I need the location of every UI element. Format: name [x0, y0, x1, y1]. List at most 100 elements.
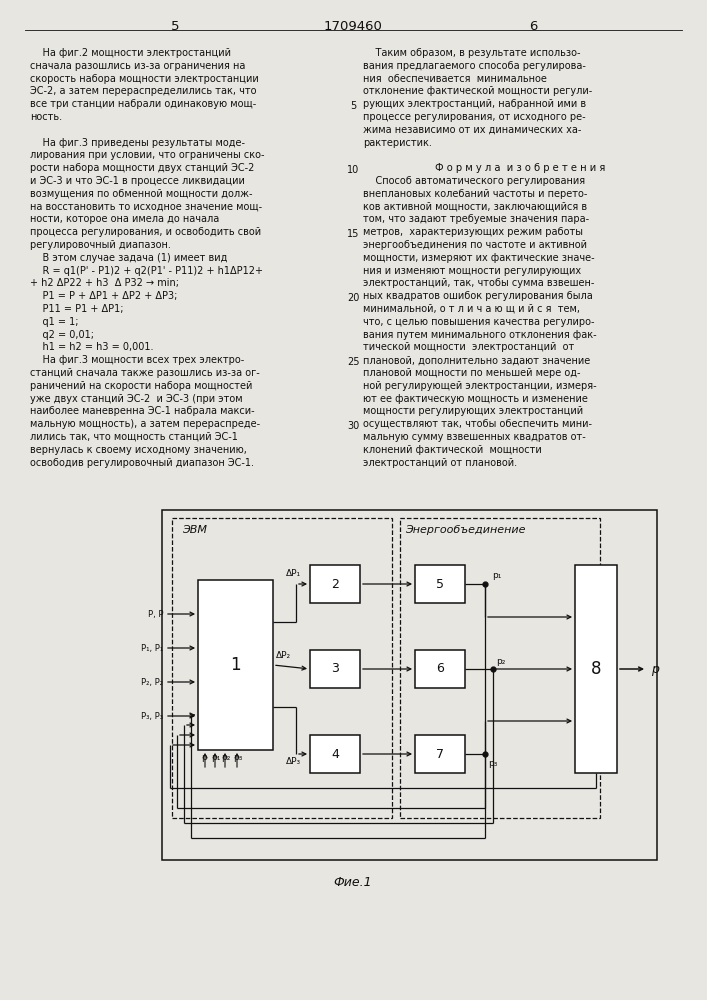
Text: 4: 4	[331, 748, 339, 760]
Text: Способ автоматического регулирования: Способ автоматического регулирования	[363, 176, 585, 186]
Bar	[172, 518, 392, 818]
Text: Энергообъединение: Энергообъединение	[405, 525, 525, 535]
Text: скорость набора мощности электростанции: скорость набора мощности электростанции	[30, 74, 259, 84]
Bar	[400, 518, 600, 818]
Bar	[310, 735, 360, 773]
Text: P̄₂, P₂: P̄₂, P₂	[141, 678, 163, 686]
Text: 15: 15	[347, 229, 359, 239]
Text: лились так, что мощность станций ЭС-1: лились так, что мощность станций ЭС-1	[30, 432, 238, 442]
Text: жима независимо от их динамических ха-: жима независимо от их динамических ха-	[363, 125, 581, 135]
Text: P̄₃, P₃: P̄₃, P₃	[141, 712, 163, 720]
Text: том, что задают требуемые значения пара-: том, что задают требуемые значения пара-	[363, 214, 589, 224]
Text: мальную мощность), а затем перераспреде-: мальную мощность), а затем перераспреде-	[30, 419, 260, 429]
Text: мощности, измеряют их фактические значе-: мощности, измеряют их фактические значе-	[363, 253, 595, 263]
Text: 6: 6	[529, 20, 537, 33]
Text: 3: 3	[331, 662, 339, 676]
Text: клонений фактической  мощности: клонений фактической мощности	[363, 445, 542, 455]
Text: все три станции набрали одинаковую мощ-: все три станции набрали одинаковую мощ-	[30, 99, 256, 109]
Text: вернулась к своему исходному значению,: вернулась к своему исходному значению,	[30, 445, 247, 455]
Text: p₃: p₃	[233, 754, 243, 762]
Text: 1: 1	[230, 656, 240, 674]
Text: минимальной, о т л и ч а ю щ и й с я  тем,: минимальной, о т л и ч а ю щ и й с я тем…	[363, 304, 580, 314]
Text: P11 = P1 + ΔP1;: P11 = P1 + ΔP1;	[30, 304, 124, 314]
Text: плановой, дополнительно задают значение: плановой, дополнительно задают значение	[363, 355, 590, 365]
Text: уже двух станций ЭС-2  и ЭС-3 (при этом: уже двух станций ЭС-2 и ЭС-3 (при этом	[30, 394, 243, 404]
Text: 30: 30	[347, 421, 359, 431]
Text: p: p	[651, 662, 659, 676]
Text: вания предлагаемого способа регулирова-: вания предлагаемого способа регулирова-	[363, 61, 586, 71]
Text: на восстановить то исходное значение мощ-: на восстановить то исходное значение мощ…	[30, 202, 262, 212]
Text: ΔP₃: ΔP₃	[286, 758, 300, 766]
Text: p: p	[201, 754, 206, 762]
Text: сначала разошлись из-за ограничения на: сначала разошлись из-за ограничения на	[30, 61, 245, 71]
Text: лирования при условии, что ограничены ско-: лирования при условии, что ограничены ск…	[30, 150, 264, 160]
Text: q2 = 0,01;: q2 = 0,01;	[30, 330, 94, 340]
Text: электростанций, так, чтобы сумма взвешен-: электростанций, так, чтобы сумма взвешен…	[363, 278, 595, 288]
Bar	[415, 565, 465, 603]
Text: метров,  характеризующих режим работы: метров, характеризующих режим работы	[363, 227, 583, 237]
Text: p₁: p₁	[211, 754, 221, 762]
Text: энергообъединения по частоте и активной: энергообъединения по частоте и активной	[363, 240, 587, 250]
Text: рости набора мощности двух станций ЭС-2: рости набора мощности двух станций ЭС-2	[30, 163, 255, 173]
Text: ния и изменяют мощности регулирующих: ния и изменяют мощности регулирующих	[363, 266, 581, 276]
Text: p₂: p₂	[221, 754, 230, 762]
Text: На фиг.3 мощности всех трех электро-: На фиг.3 мощности всех трех электро-	[30, 355, 244, 365]
Text: p₁: p₁	[492, 572, 502, 580]
Text: Таким образом, в результате использо-: Таким образом, в результате использо-	[363, 48, 580, 58]
Text: 1709460: 1709460	[324, 20, 382, 33]
Text: что, с целью повышения качества регулиро-: что, с целью повышения качества регулиро…	[363, 317, 595, 327]
Text: ных квадратов ошибок регулирования была: ных квадратов ошибок регулирования была	[363, 291, 592, 301]
Text: 5: 5	[436, 578, 444, 590]
Text: мальную сумму взвешенных квадратов от-: мальную сумму взвешенных квадратов от-	[363, 432, 586, 442]
Text: отклонение фактической мощности регули-: отклонение фактической мощности регули-	[363, 86, 592, 96]
Text: электростанций от плановой.: электростанций от плановой.	[363, 458, 517, 468]
Text: внеплановых колебаний частоты и перето-: внеплановых колебаний частоты и перето-	[363, 189, 588, 199]
Text: p₂: p₂	[496, 656, 506, 666]
Text: q1 = 1;: q1 = 1;	[30, 317, 78, 327]
Text: ния  обеспечивается  минимальное: ния обеспечивается минимальное	[363, 74, 547, 84]
Text: раничений на скорости набора мощностей: раничений на скорости набора мощностей	[30, 381, 252, 391]
Text: ΔP₁: ΔP₁	[286, 570, 300, 578]
Bar	[198, 580, 273, 750]
Text: 10: 10	[347, 165, 359, 175]
Text: 5: 5	[171, 20, 180, 33]
Text: В этом случае задача (1) имеет вид: В этом случае задача (1) имеет вид	[30, 253, 228, 263]
Text: и ЭС-3 и что ЭС-1 в процессе ликвидации: и ЭС-3 и что ЭС-1 в процессе ликвидации	[30, 176, 245, 186]
Text: ЭВМ: ЭВМ	[182, 525, 207, 535]
Text: P̄₁, P₁: P̄₁, P₁	[141, 644, 163, 652]
Text: 5: 5	[350, 101, 356, 111]
Text: процесса регулирования, и освободить свой: процесса регулирования, и освободить сво…	[30, 227, 261, 237]
Text: 8: 8	[591, 660, 601, 678]
Bar	[162, 510, 657, 860]
Text: мощности регулирующих электростанций: мощности регулирующих электростанций	[363, 406, 583, 416]
Text: ности, которое она имела до начала: ности, которое она имела до начала	[30, 214, 219, 224]
Text: P1 = P + ΔP1 + ΔP2 + ΔP3;: P1 = P + ΔP1 + ΔP2 + ΔP3;	[30, 291, 177, 301]
Text: ков активной мощности, заключающийся в: ков активной мощности, заключающийся в	[363, 202, 587, 212]
Text: освободив регулировочный диапазон ЭС-1.: освободив регулировочный диапазон ЭС-1.	[30, 458, 254, 468]
Bar	[575, 565, 617, 773]
Text: вания путем минимального отклонения фак-: вания путем минимального отклонения фак-	[363, 330, 597, 340]
Text: ЭС-2, а затем перераспределились так, что: ЭС-2, а затем перераспределились так, чт…	[30, 86, 257, 96]
Bar	[310, 565, 360, 603]
Text: 2: 2	[331, 578, 339, 590]
Text: На фиг.2 мощности электростанций: На фиг.2 мощности электростанций	[30, 48, 231, 58]
Text: 6: 6	[436, 662, 444, 676]
Text: возмущения по обменной мощности долж-: возмущения по обменной мощности долж-	[30, 189, 252, 199]
Bar	[415, 650, 465, 688]
Text: P̄, P: P̄, P	[148, 609, 163, 618]
Text: 20: 20	[347, 293, 359, 303]
Bar	[415, 735, 465, 773]
Bar	[310, 650, 360, 688]
Text: Ф о р м у л а  и з о б р е т е н и я: Ф о р м у л а и з о б р е т е н и я	[435, 163, 605, 173]
Text: осуществляют так, чтобы обеспечить мини-: осуществляют так, чтобы обеспечить мини-	[363, 419, 592, 429]
Text: рующих электростанций, набранной ими в: рующих электростанций, набранной ими в	[363, 99, 586, 109]
Text: регулировочный диапазон.: регулировочный диапазон.	[30, 240, 171, 250]
Text: плановой мощности по меньшей мере од-: плановой мощности по меньшей мере од-	[363, 368, 580, 378]
Text: R = q1(Р' - P1)2 + q2(Р1' - P11)2 + h1ΔP12+: R = q1(Р' - P1)2 + q2(Р1' - P11)2 + h1ΔP…	[30, 266, 263, 276]
Text: ной регулирующей электростанции, измеря-: ной регулирующей электростанции, измеря-	[363, 381, 597, 391]
Text: p₃: p₃	[489, 760, 498, 768]
Text: станций сначала также разошлись из-за ог-: станций сначала также разошлись из-за ог…	[30, 368, 259, 378]
Text: ность.: ность.	[30, 112, 62, 122]
Text: ΔP₂: ΔP₂	[276, 652, 291, 660]
Text: ют ее фактическую мощность и изменение: ют ее фактическую мощность и изменение	[363, 394, 588, 404]
